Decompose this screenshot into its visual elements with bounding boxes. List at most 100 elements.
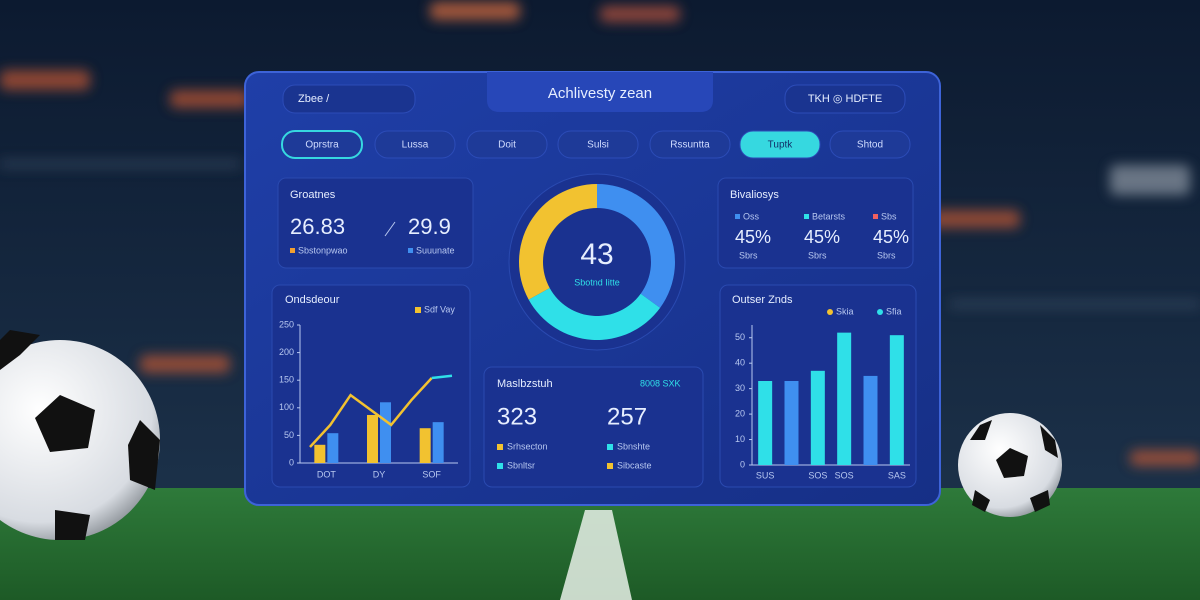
tab-label: Oprstra — [305, 140, 339, 151]
bar — [314, 444, 326, 463]
donut-label: Sbotnd Iitte — [574, 277, 620, 287]
soccer-ball — [0, 330, 160, 540]
donut-value: 43 — [580, 238, 613, 271]
legend-swatch — [735, 214, 740, 219]
tab[interactable] — [649, 130, 731, 159]
legend-swatch — [804, 214, 809, 219]
tab-label: Tuptk — [768, 140, 794, 151]
bar — [380, 402, 391, 463]
dashboard-title: Achlivesty zean — [548, 85, 652, 102]
tab[interactable] — [374, 130, 456, 159]
card-title: Groatnes — [290, 189, 336, 201]
title-tab — [487, 72, 713, 112]
bar — [889, 335, 904, 465]
legend-label: Skia — [836, 306, 854, 316]
tab-label: Sulsi — [587, 140, 609, 151]
metric: 257 — [607, 403, 647, 430]
percent: 45% — [804, 227, 840, 247]
percent-label: Sbrs — [808, 250, 827, 260]
stats: 26.83 Sbstonpwao 29.9 Suuunate — [290, 214, 455, 255]
card-title: Maslbzstuh — [497, 378, 553, 390]
x-tick-label: DOT — [317, 469, 337, 479]
x-tick-label: SOS — [835, 470, 854, 480]
bar — [758, 381, 773, 465]
percent-stats: Oss 45% Sbrs Betarsts 45% Sbrs Sbs 45% Sbrs — [735, 211, 909, 260]
legend-swatch — [497, 463, 503, 469]
tab[interactable] — [281, 130, 363, 159]
legend-swatch — [290, 248, 295, 253]
legend-swatch — [607, 463, 613, 469]
soccer-ball — [958, 413, 1062, 517]
card-legend: 8008 SXK — [640, 378, 681, 388]
legend-label: Sbs — [881, 211, 897, 221]
y-tick-label: 30 — [735, 383, 745, 393]
x-tick-label: SOF — [422, 469, 441, 479]
bar — [432, 422, 444, 463]
metric-label: Sbstonpwao — [298, 245, 348, 255]
donut-segment — [597, 184, 675, 308]
legend-dot — [827, 309, 833, 315]
donut — [518, 183, 675, 340]
status-label: TKH ◎ HDFTE — [808, 93, 882, 105]
card-title: Outser Znds — [732, 294, 793, 306]
legend-label: Sbnltsr — [507, 460, 535, 470]
donut-segment — [528, 288, 661, 340]
percent-label: Sbrs — [739, 250, 758, 260]
legend-label: Srhsecton — [507, 441, 548, 451]
y-tick-label: 50 — [284, 430, 294, 440]
bar — [863, 375, 878, 465]
legend-label: Sibcaste — [617, 460, 652, 470]
legend-label: Oss — [743, 211, 760, 221]
menu-label: Zbee / — [298, 93, 330, 105]
percent: 45% — [873, 227, 909, 247]
tab-label: Doit — [498, 140, 516, 151]
bar — [837, 332, 852, 465]
tab[interactable] — [829, 130, 911, 159]
line — [309, 377, 433, 448]
bar-chart: Skia Sfia 0 10 20 30 40 50 SUS SOS SOS SAS — [735, 306, 910, 480]
menu-pill[interactable] — [282, 84, 416, 114]
card — [277, 177, 474, 269]
percent: 45% — [735, 227, 771, 247]
status-pill[interactable] — [784, 84, 906, 114]
tab-label: Rssuntta — [670, 140, 710, 151]
metric: 29.9 — [408, 214, 451, 239]
bar — [367, 414, 378, 463]
legend-swatch — [415, 307, 421, 313]
tab-bar: Oprstra Lussa Doit Sulsi Rssuntta Tuptk Shtod — [281, 130, 911, 159]
line — [431, 374, 453, 380]
legend-label: Sdf Vay — [424, 304, 455, 314]
tab-label: Shtod — [857, 140, 883, 151]
tab[interactable] — [466, 130, 548, 159]
legend: Srhsecton Sbnshte Sbnltsr Sibcaste — [497, 441, 652, 470]
bar — [810, 370, 825, 465]
y-tick-label: 10 — [735, 434, 745, 444]
legend-swatch — [408, 248, 413, 253]
legend-label: Betarsts — [812, 211, 846, 221]
y-tick-label: 150 — [279, 375, 294, 385]
tab[interactable] — [557, 130, 639, 159]
y-tick-label: 20 — [735, 408, 745, 418]
y-tick-label: 200 — [279, 347, 294, 357]
stadium-lights — [0, 2, 1200, 466]
bar — [327, 433, 339, 463]
x-tick-label: SAS — [888, 470, 906, 480]
tab-label: Lussa — [402, 140, 429, 151]
y-tick-label: 250 — [279, 319, 294, 329]
legend-swatch — [607, 444, 613, 450]
tab[interactable] — [739, 130, 821, 159]
bar-line-chart: 0 50 100 150 200 250 DOT DY SOF — [279, 319, 458, 479]
y-tick-label: 40 — [735, 358, 745, 368]
y-tick-label: 0 — [740, 459, 745, 469]
legend-swatch — [873, 214, 878, 219]
legend-label: Sfia — [886, 306, 902, 316]
metric: 323 — [497, 403, 537, 430]
legend-swatch — [497, 444, 503, 450]
bar — [784, 381, 799, 465]
x-tick-label: DY — [373, 469, 386, 479]
card-title: Ondsdeour — [285, 294, 340, 306]
metric: 26.83 — [290, 214, 345, 239]
donut-segment — [518, 183, 597, 300]
metric-label: Suuunate — [416, 245, 455, 255]
pitch-line — [560, 510, 632, 600]
